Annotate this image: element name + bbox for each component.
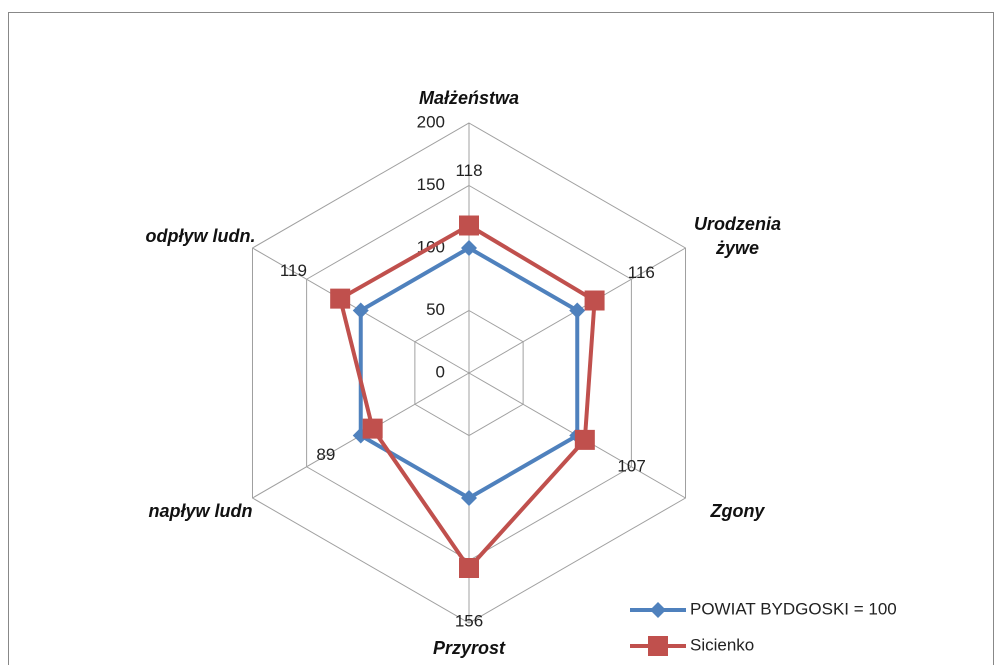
marker <box>461 490 477 506</box>
category-label: napływ ludn <box>148 500 253 521</box>
data-label: 118 <box>455 161 482 180</box>
category-label: odpływ ludn. <box>145 225 256 246</box>
legend-label: POWIAT BYDGOSKI = 100 <box>690 599 897 618</box>
data-label: 107 <box>617 456 645 475</box>
r-tick-label: 50 <box>426 300 445 319</box>
r-tick-label: 200 <box>417 112 445 131</box>
category-label: Małżeństwa <box>418 88 520 108</box>
data-label: 116 <box>628 263 655 282</box>
category-label: Zgony <box>710 500 765 521</box>
category-label: Przyrost <box>432 638 506 658</box>
marker <box>362 418 383 439</box>
marker <box>584 290 605 311</box>
marker <box>459 215 479 236</box>
marker <box>330 288 351 309</box>
marker <box>352 302 369 319</box>
category-label: Urodzenia żywe <box>693 213 781 258</box>
legend-marker <box>648 636 668 656</box>
marker <box>459 558 479 578</box>
marker <box>569 302 586 319</box>
marker <box>461 240 477 256</box>
r-tick-label: 0 <box>436 362 445 381</box>
data-label: 89 <box>316 445 335 464</box>
data-label: 119 <box>280 261 307 280</box>
legend-label: Sicienko <box>690 635 754 654</box>
legend-marker <box>650 602 666 618</box>
r-tick-label: 150 <box>417 175 445 194</box>
data-label: 156 <box>455 611 483 630</box>
marker <box>574 429 595 450</box>
chart-border <box>8 12 994 665</box>
